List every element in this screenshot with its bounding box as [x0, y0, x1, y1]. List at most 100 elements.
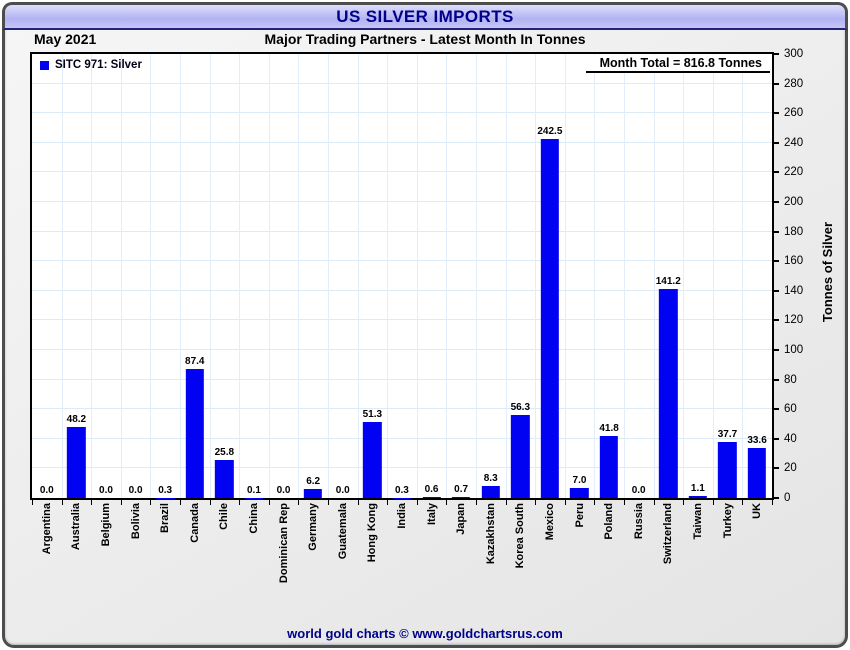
column-belgium: 0.0	[91, 54, 121, 498]
x-tick-mark	[328, 500, 329, 505]
column-turkey: 37.7	[713, 54, 743, 498]
y-tick-label: 260	[784, 107, 804, 120]
v-gridline	[653, 54, 655, 498]
bar-taiwan	[688, 496, 708, 498]
bar-value-label: 7.0	[572, 474, 587, 486]
y-tick-label: 60	[784, 403, 797, 416]
column-guatemala: 0.0	[328, 54, 358, 498]
y-tick-mark	[774, 378, 779, 381]
v-gridline	[594, 54, 596, 498]
bar-value-label: 0.0	[276, 485, 291, 496]
y-tick-mark	[774, 289, 779, 292]
x-tick-mark	[387, 500, 389, 505]
column-china: 0.1	[239, 54, 269, 498]
h-gridline	[32, 467, 772, 469]
column-poland: 41.8	[594, 54, 624, 498]
x-label-india: India	[396, 503, 408, 529]
bar-hong-kong	[363, 422, 382, 498]
y-tick-label: 240	[784, 136, 804, 149]
bar-value-label: 51.3	[362, 409, 383, 421]
x-tick-mark	[772, 500, 773, 505]
x-label-korea-south: Korea South	[514, 503, 527, 569]
x-tick-mark	[357, 500, 359, 505]
bar-value-label: 0.0	[128, 485, 143, 496]
bar-value-label: 0.6	[424, 484, 439, 496]
credit-line: world gold charts © www.goldchartsrus.co…	[287, 626, 563, 641]
x-label-australia: Australia	[70, 503, 83, 551]
v-gridline	[209, 54, 211, 498]
period-label: May 2021	[34, 31, 97, 47]
column-uk: 33.6	[742, 54, 772, 498]
y-tick-mark	[774, 112, 779, 115]
h-gridline	[32, 260, 772, 262]
h-gridline	[32, 319, 772, 321]
v-gridline	[180, 54, 181, 498]
x-axis: Argentina Australia Belgium Bolivia Brazil Ca…	[32, 500, 773, 622]
x-tick-mark	[505, 500, 507, 505]
h-gridline	[32, 112, 772, 114]
x-label-kazakhstan: Kazakhstan	[484, 503, 497, 565]
bar-switzerland	[659, 289, 678, 498]
bar-value-label: 48.2	[66, 413, 87, 425]
x-tick-mark	[298, 500, 300, 505]
bar-peru	[570, 487, 589, 498]
x-label-hong-kong: Hong Kong	[366, 503, 379, 563]
bar-value-label: 37.7	[717, 429, 738, 441]
y-axis: 0 20 40 60 80 100 120 140 160 180 200 220 240 260 280 3…	[774, 48, 824, 504]
v-gridline	[328, 54, 329, 498]
h-gridline	[32, 82, 772, 84]
y-axis-title: Tonnes of Silver	[820, 221, 835, 323]
column-bolivia: 0.0	[121, 54, 151, 498]
x-tick-mark	[476, 500, 477, 505]
v-gridline	[742, 54, 744, 498]
x-tick-mark	[180, 500, 181, 505]
column-peru: 7.0	[565, 54, 595, 498]
v-gridline	[120, 54, 122, 498]
column-australia: 48.2	[62, 54, 92, 498]
x-tick-mark	[61, 500, 63, 505]
column-canada: 87.4	[180, 54, 210, 498]
x-label-germany: Germany	[307, 503, 320, 551]
y-tick-mark	[774, 141, 779, 144]
x-tick-mark	[239, 500, 241, 505]
y-tick-mark	[774, 260, 779, 263]
h-gridline	[32, 408, 772, 410]
bar-value-label: 33.6	[747, 435, 767, 447]
v-gridline	[446, 54, 448, 498]
v-gridline	[387, 54, 389, 498]
column-taiwan: 1.1	[683, 54, 713, 498]
column-switzerland: 141.2	[653, 54, 683, 498]
bar-value-label: 0.3	[158, 484, 173, 496]
x-label-argentina: Argentina	[40, 503, 53, 555]
x-label-taiwan: Taiwan	[692, 503, 704, 540]
bar-italy	[422, 497, 441, 498]
x-label-poland: Poland	[603, 503, 616, 540]
x-label-uk: UK	[751, 503, 764, 519]
column-chile: 25.8	[210, 54, 240, 498]
column-mexico: 242.5	[535, 54, 565, 498]
legend: SITC 971: Silver	[40, 59, 142, 71]
v-gridline	[535, 54, 537, 498]
title-bar: US SILVER IMPORTS	[2, 2, 848, 30]
bar-value-label: 1.1	[690, 483, 705, 495]
h-gridline	[32, 289, 772, 291]
column-india: 0.3	[387, 54, 417, 498]
column-kazakhstan: 8.3	[476, 54, 506, 498]
y-tick-mark	[774, 348, 779, 351]
v-gridline	[61, 54, 63, 498]
bar-australia	[67, 426, 86, 498]
column-brazil: 0.3	[150, 54, 180, 498]
y-tick-mark	[774, 200, 779, 203]
x-label-italy: Italy	[425, 503, 438, 526]
x-tick-mark	[446, 500, 448, 505]
y-tick-mark	[774, 467, 779, 470]
y-tick-label: 140	[784, 284, 804, 297]
bar-value-label: 25.8	[214, 446, 235, 458]
x-label-guatemala: Guatemala	[336, 503, 349, 560]
x-tick-mark	[268, 500, 270, 505]
x-tick-mark	[120, 500, 122, 505]
bar-value-label: 141.2	[655, 276, 681, 288]
bar-value-label: 41.8	[599, 423, 619, 435]
x-label-japan: Japan	[455, 503, 468, 535]
x-tick-mark	[91, 500, 93, 505]
